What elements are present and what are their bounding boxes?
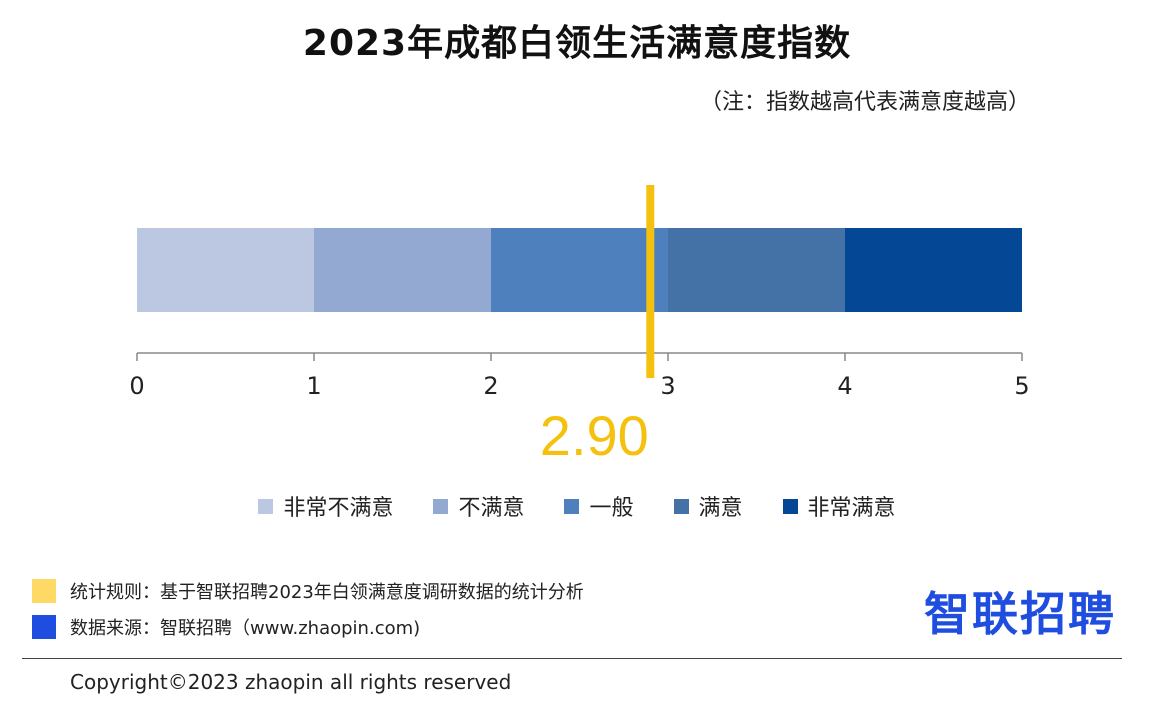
legend-label-1: 不满意 — [458, 496, 525, 521]
chart-note: （注：指数越高代表满意度越高） — [699, 90, 1030, 115]
footnotes: 统计规则：基于智联招聘2023年白领满意度调研数据的统计分析 数据来源：智联招聘… — [32, 576, 584, 648]
legend-label-2: 一般 — [589, 496, 634, 521]
index-marker-line — [646, 185, 655, 378]
bar-segment-1 — [314, 228, 491, 312]
bar-segment-3 — [668, 228, 845, 312]
legend-swatch-1 — [433, 498, 449, 514]
legend-item-4: 非常满意 — [782, 490, 896, 522]
bar-segment-2 — [491, 228, 668, 312]
x-tick-label-3: 3 — [660, 372, 675, 400]
chart-legend: 非常不满意 不满意 一般 满意 非常满意 — [0, 490, 1154, 522]
bar-segment-0 — [137, 228, 314, 312]
legend-swatch-3 — [673, 498, 689, 514]
x-tick-label-5: 5 — [1014, 372, 1029, 400]
legend-label-0: 非常不满意 — [283, 496, 394, 521]
zhaopin-logo: 智联招聘 — [924, 587, 1116, 641]
footnote-source-text: 数据来源：智联招聘（www.zhaopin.com) — [70, 618, 421, 639]
legend-label-4: 非常满意 — [807, 496, 896, 521]
footer-divider — [22, 658, 1122, 659]
page-title: 2023年成都白领生活满意度指数 — [302, 23, 852, 64]
legend-swatch-0 — [258, 498, 274, 514]
footnote-source: 数据来源：智联招聘（www.zhaopin.com) — [32, 612, 584, 642]
footnote-rule: 统计规则：基于智联招聘2023年白领满意度调研数据的统计分析 — [32, 576, 584, 606]
footnote-source-swatch — [32, 615, 56, 639]
x-tick-label-4: 4 — [837, 372, 852, 400]
footnote-rule-swatch — [32, 579, 56, 603]
legend-label-3: 满意 — [698, 496, 743, 521]
x-tick-label-0: 0 — [129, 372, 144, 400]
bar-segment-4 — [845, 228, 1022, 312]
x-tick-label-2: 2 — [483, 372, 498, 400]
legend-swatch-4 — [782, 498, 798, 514]
legend-item-0: 非常不满意 — [258, 490, 393, 522]
legend-item-2: 一般 — [564, 490, 634, 522]
footnote-rule-text: 统计规则：基于智联招聘2023年白领满意度调研数据的统计分析 — [70, 582, 584, 603]
satisfaction-chart: 0 1 2 3 4 5 2.90 — [129, 185, 1030, 467]
legend-swatch-2 — [564, 498, 580, 514]
legend-item-3: 满意 — [673, 490, 743, 522]
index-value-label: 2.90 — [540, 404, 649, 467]
x-tick-label-1: 1 — [306, 372, 321, 400]
copyright-text: Copyright©2023 zhaopin all rights reserv… — [70, 670, 512, 694]
legend-item-1: 不满意 — [433, 490, 524, 522]
